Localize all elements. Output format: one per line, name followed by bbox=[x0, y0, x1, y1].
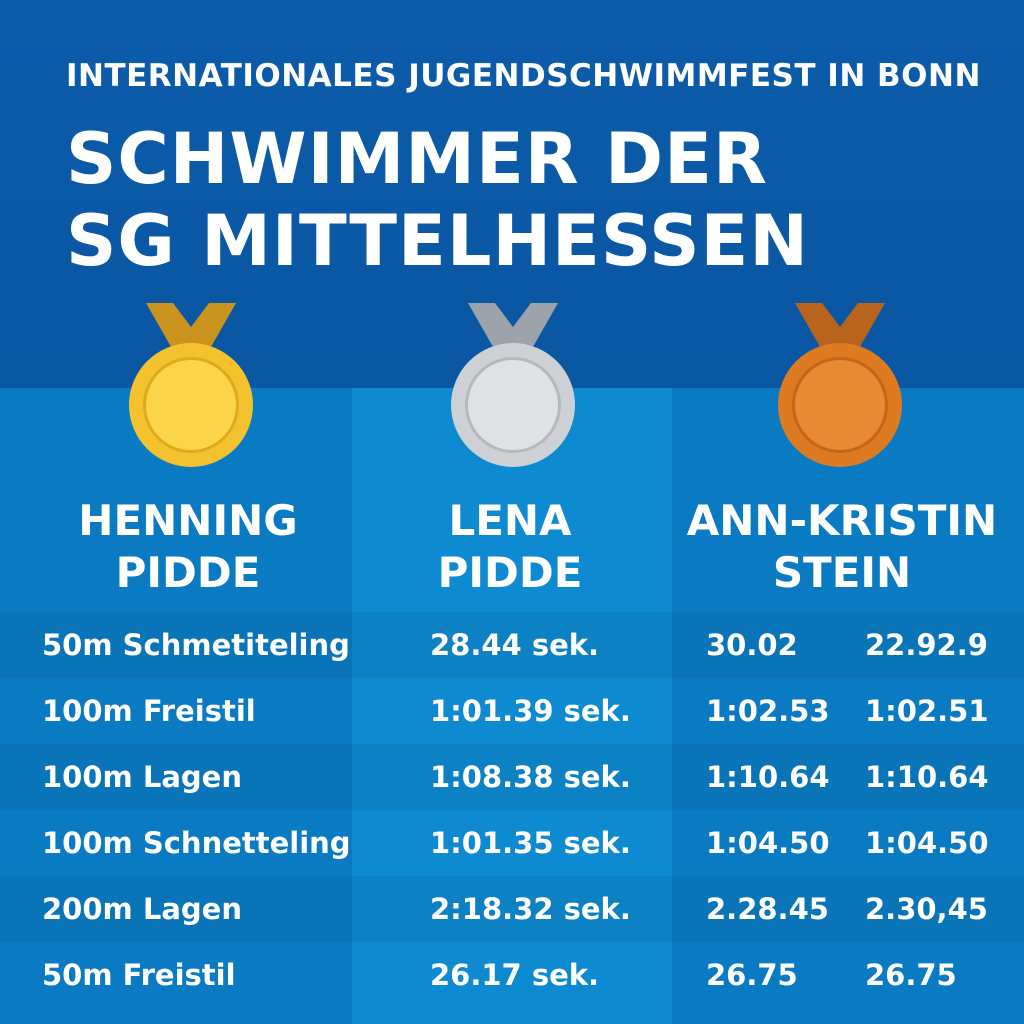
event-label: 200m Lagen bbox=[42, 892, 242, 926]
time-2: 1:02.53 bbox=[706, 694, 830, 728]
time-3: 26.75 bbox=[865, 958, 957, 992]
time-1: 1:01.39 sek. bbox=[430, 694, 631, 728]
event-label: 100m Freistil bbox=[42, 694, 256, 728]
time-2: 30.02 bbox=[706, 628, 798, 662]
time-1: 2:18.32 sek. bbox=[430, 892, 631, 926]
row-stripe bbox=[0, 876, 1024, 942]
column-gold bbox=[0, 388, 352, 1024]
time-1: 1:01.35 sek. bbox=[430, 826, 631, 860]
table-row: 50m Freistil 26.17 sek. 26.75 26.75 bbox=[0, 942, 1024, 1008]
row-stripe bbox=[0, 612, 1024, 678]
time-1: 1:08.38 sek. bbox=[430, 760, 631, 794]
time-3: 2.30,45 bbox=[865, 892, 988, 926]
time-3: 22.92.9 bbox=[865, 628, 988, 662]
table-row: 100m Freistil 1:01.39 sek. 1:02.53 1:02.51 bbox=[0, 678, 1024, 744]
title-line-1: SCHWIMMER DER bbox=[66, 118, 768, 200]
gold-medal-icon bbox=[129, 343, 253, 467]
time-2: 1:10.64 bbox=[706, 760, 830, 794]
event-label: 100m Schnetteling bbox=[42, 826, 351, 860]
bronze-medal-icon bbox=[778, 343, 902, 467]
table-row: 200m Lagen 2:18.32 sek. 2.28.45 2.30,45 bbox=[0, 876, 1024, 942]
event-label: 50m Schmetiteling bbox=[42, 628, 350, 662]
time-3: 1:02.51 bbox=[865, 694, 989, 728]
time-1: 28.44 sek. bbox=[430, 628, 600, 662]
event-subtitle: INTERNATIONALES JUGENDSCHWIMMFEST IN BON… bbox=[66, 58, 981, 94]
swimmer-name-2: LENA PIDDE bbox=[437, 496, 583, 597]
time-3: 1:10.64 bbox=[865, 760, 989, 794]
event-label: 100m Lagen bbox=[42, 760, 242, 794]
column-bronze bbox=[672, 388, 1024, 1024]
time-2: 26.75 bbox=[706, 958, 798, 992]
time-1: 26.17 sek. bbox=[430, 958, 600, 992]
time-2: 1:04.50 bbox=[706, 826, 830, 860]
table-row: 50m Schmetiteling 28.44 sek. 30.02 22.92.9 bbox=[0, 612, 1024, 678]
title-line-2: SG MITTELHESSEN bbox=[66, 200, 809, 282]
swimmer-name-3: ANN-KRISTIN STEIN bbox=[686, 496, 998, 597]
silver-medal-icon bbox=[451, 343, 575, 467]
time-2: 2.28.45 bbox=[706, 892, 829, 926]
table-row: 100m Lagen 1:08.38 sek. 1:10.64 1:10.64 bbox=[0, 744, 1024, 810]
row-stripe bbox=[0, 744, 1024, 810]
column-silver bbox=[352, 388, 672, 1024]
event-label: 50m Freistil bbox=[42, 958, 236, 992]
time-3: 1:04.50 bbox=[865, 826, 989, 860]
table-row: 100m Schnetteling 1:01.35 sek. 1:04.50 1:04… bbox=[0, 810, 1024, 876]
swimmer-name-1: HENNING PIDDE bbox=[78, 496, 298, 597]
